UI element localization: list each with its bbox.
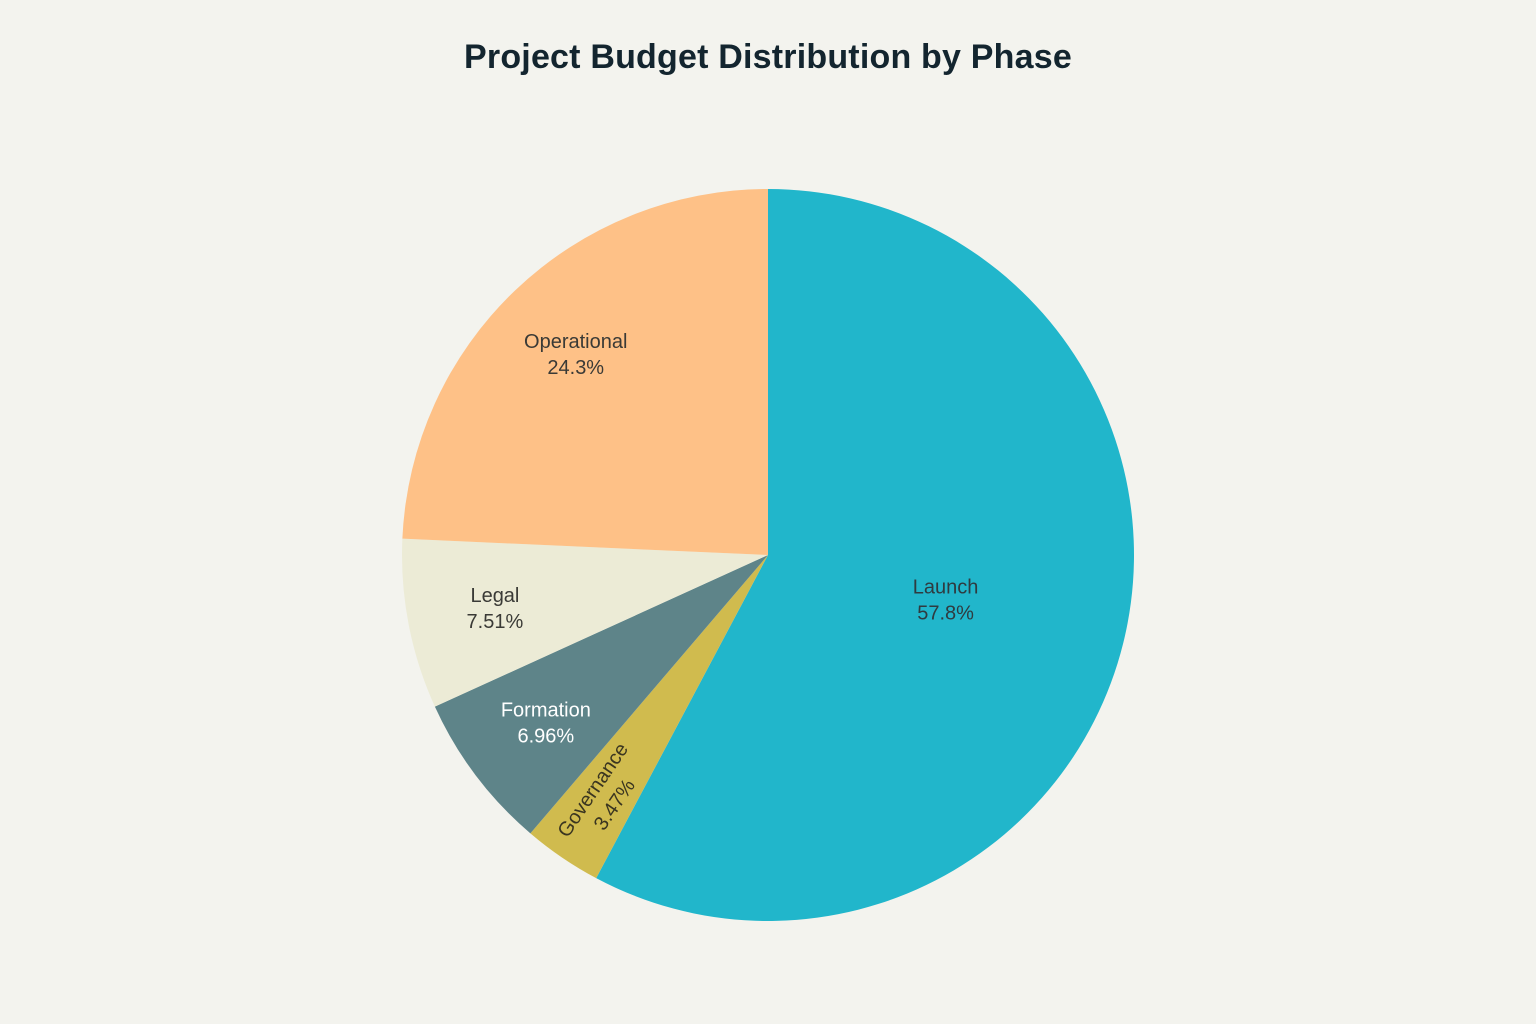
pie-slice-legal	[401, 538, 768, 707]
slice-label-name: Operational	[524, 331, 627, 353]
slice-label-name: Legal	[470, 585, 519, 607]
pie-slice-governance	[530, 555, 768, 879]
slice-label-name: Launch	[913, 576, 979, 598]
pie-slice-operational	[402, 189, 768, 555]
slice-label-name: Formation	[501, 699, 591, 721]
slice-label-formation: Formation 6.96%	[501, 699, 591, 747]
slice-label-launch: Launch 57.8%	[913, 576, 979, 624]
chart-title: Project Budget Distribution by Phase	[464, 38, 1072, 76]
pie-slice-launch	[596, 189, 1134, 921]
slice-label-operational: Operational 24.3%	[524, 331, 627, 379]
slice-label-legal: Legal 7.51%	[467, 585, 524, 633]
pie-slice-formation	[434, 555, 768, 834]
slice-label-value: 57.8%	[917, 602, 974, 624]
slice-label-value: 7.51%	[467, 611, 524, 633]
slice-label-value: 24.3%	[547, 357, 604, 379]
slice-label-value: 6.96%	[517, 725, 574, 747]
